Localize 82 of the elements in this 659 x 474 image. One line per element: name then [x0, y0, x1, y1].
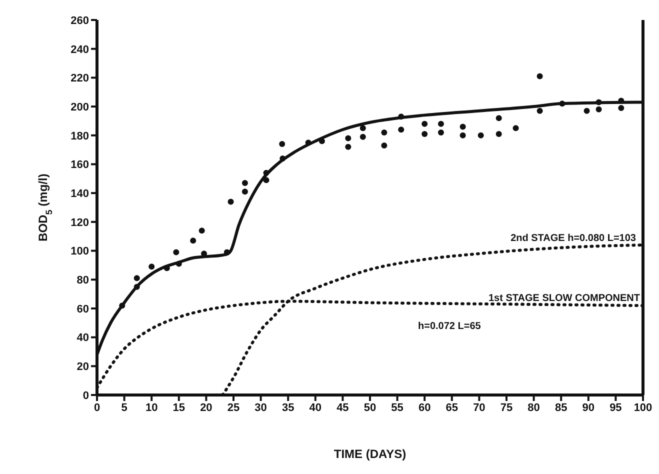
point [398, 126, 404, 133]
point [134, 284, 140, 290]
point [345, 144, 352, 150]
point [148, 264, 155, 270]
x-tick-label: 0 [94, 402, 100, 414]
x-tick-label: 100 [634, 402, 652, 414]
point [198, 228, 205, 234]
annotation: h=0.072 L=65 [418, 321, 482, 332]
y-tick-label: 140 [70, 188, 89, 200]
y-tick-label: 20 [76, 361, 89, 374]
point [460, 124, 466, 130]
x-tick-label: 55 [391, 402, 404, 414]
y-tick-label: 100 [70, 246, 89, 258]
annotation: 1st STAGE SLOW COMPONENT [488, 293, 640, 304]
point [224, 249, 230, 256]
point [496, 115, 502, 122]
x-tick-label: 70 [473, 402, 486, 414]
y-tick-label: 40 [76, 332, 89, 344]
point [381, 130, 388, 136]
y-tick-label: 80 [76, 274, 89, 287]
point [279, 141, 286, 148]
point [381, 142, 388, 148]
point [398, 114, 404, 120]
x-tick-label: 80 [528, 402, 540, 414]
x-tick-label: 10 [145, 402, 158, 414]
point [173, 249, 180, 256]
x-tick-label: 50 [364, 402, 376, 414]
point [438, 120, 444, 127]
x-tick-label: 65 [446, 402, 458, 414]
point [512, 125, 519, 132]
x-tick-label: 95 [610, 402, 622, 414]
point [496, 130, 502, 137]
x-tick-label: 45 [336, 402, 349, 414]
point [280, 155, 286, 162]
y-tick-label: 0 [82, 390, 89, 402]
point [460, 132, 466, 138]
y-tick-label: 120 [70, 216, 89, 229]
x-tick-label: 40 [309, 402, 322, 414]
point [536, 73, 543, 80]
point [422, 120, 428, 127]
point [242, 180, 248, 186]
x-tick-label: 15 [172, 402, 186, 414]
point [318, 138, 325, 144]
point [345, 135, 352, 142]
point [242, 188, 248, 195]
y-tick-label: 200 [70, 101, 89, 114]
point [559, 100, 566, 107]
point [596, 99, 602, 106]
y-tick-label: 180 [70, 130, 89, 142]
x-tick-label: 30 [254, 402, 267, 414]
point [618, 98, 624, 104]
point [584, 108, 590, 114]
annotation: 2nd STAGE h=0.080 L=103 [510, 233, 636, 244]
point [228, 198, 234, 205]
x-tick-label: 5 [121, 402, 128, 414]
point [422, 130, 428, 137]
x-tick-label: 75 [500, 402, 513, 414]
point [618, 104, 624, 111]
x-axis-title: TIME (DAYS) [334, 447, 406, 461]
y-tick-label: 60 [76, 303, 89, 316]
x-tick-label: 20 [200, 402, 212, 414]
point [478, 132, 484, 138]
point [263, 177, 270, 184]
point [134, 275, 140, 282]
y-tick-label: 240 [70, 44, 89, 56]
point [596, 106, 602, 112]
point [119, 302, 126, 309]
point [536, 108, 543, 114]
point [190, 238, 196, 244]
y-tick-label: 160 [70, 159, 89, 172]
point [360, 134, 366, 140]
point [176, 260, 182, 267]
y-tick-label: 260 [70, 14, 89, 27]
y-tick-label: 220 [70, 72, 89, 85]
x-tick-label: 90 [582, 402, 595, 414]
point [438, 130, 444, 136]
point [360, 125, 366, 132]
x-tick-label: 60 [418, 402, 431, 414]
point [263, 170, 270, 176]
x-tick-label: 35 [282, 402, 294, 414]
x-tick-label: 25 [227, 402, 240, 414]
x-tick-label: 85 [554, 402, 568, 414]
